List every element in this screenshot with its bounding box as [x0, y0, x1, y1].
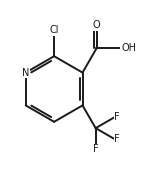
- Text: F: F: [93, 144, 98, 155]
- Text: N: N: [22, 68, 29, 78]
- Text: F: F: [114, 112, 120, 122]
- Text: OH: OH: [121, 43, 136, 53]
- Text: F: F: [114, 134, 120, 144]
- Text: Cl: Cl: [49, 25, 59, 35]
- Text: O: O: [93, 20, 100, 30]
